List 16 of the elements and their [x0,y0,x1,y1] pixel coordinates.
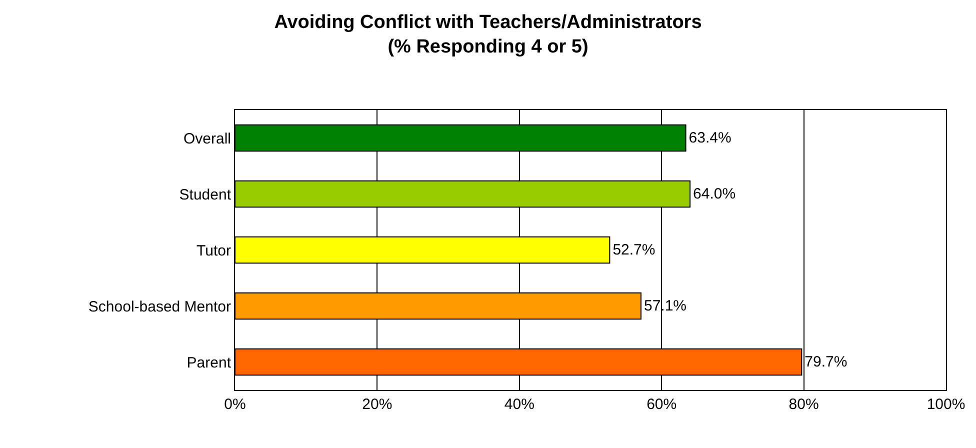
y-tick-label: School-based Mentor [88,298,231,316]
data-label: 63.4% [688,130,732,146]
x-tick-label: 40% [504,396,534,413]
y-tick-label: Overall [183,130,231,148]
data-label: 64.0% [693,186,736,202]
y-tick-label: Tutor [196,242,232,260]
chart-title: Avoiding Conflict with Teachers/Administrators (% Responding 4 or 5) [274,12,702,58]
x-tick-label: 100% [926,396,966,413]
data-label: 52.7% [612,242,656,258]
y-tick-label: Student [179,186,232,204]
x-tick-label: 20% [362,396,392,413]
x-tick-label: 0% [224,396,246,413]
x-tick-label: 80% [788,396,819,413]
data-label: 79.7% [804,354,848,370]
y-tick-label: Parent [186,354,232,372]
x-tick-label: 60% [646,396,677,413]
